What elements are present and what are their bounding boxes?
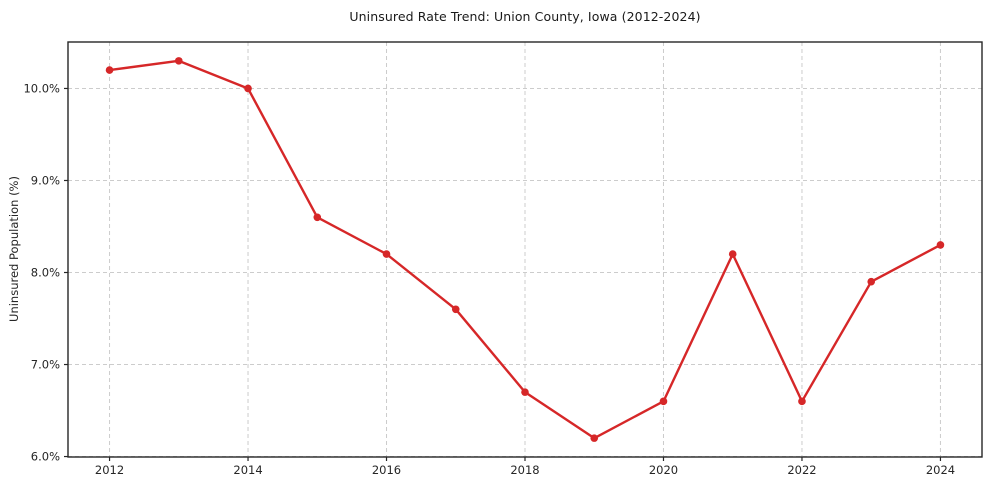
data-point-marker: [521, 388, 529, 396]
data-point-marker: [244, 84, 252, 93]
data-point-marker: [867, 277, 876, 286]
data-point-marker: [451, 305, 460, 314]
x-tick-label: 2020: [649, 463, 678, 477]
data-point-marker: [313, 213, 322, 222]
x-tick-label: 2016: [372, 463, 401, 477]
data-point-marker: [590, 434, 599, 442]
data-point-marker: [174, 57, 183, 65]
y-tick-label: 7.0%: [31, 358, 60, 372]
x-tick-label: 2014: [233, 463, 262, 477]
y-tick-label: 9.0%: [31, 173, 60, 187]
y-tick-label: 8.0%: [31, 266, 60, 280]
x-tick-label: 2022: [787, 463, 816, 477]
data-point-marker: [659, 397, 668, 406]
chart-title: Uninsured Rate Trend: Union County, Iowa…: [349, 9, 701, 24]
data-point-marker: [382, 250, 391, 258]
data-point-marker: [728, 250, 737, 258]
x-tick-label: 2012: [95, 463, 124, 477]
y-tick-label: 6.0%: [31, 450, 60, 464]
data-point-marker: [105, 66, 114, 74]
data-point-marker: [936, 241, 945, 249]
x-tick-label: 2018: [510, 463, 539, 477]
data-point-marker: [798, 397, 806, 406]
y-tick-label: 10.0%: [23, 81, 60, 95]
x-tick-label: 2024: [926, 463, 955, 477]
